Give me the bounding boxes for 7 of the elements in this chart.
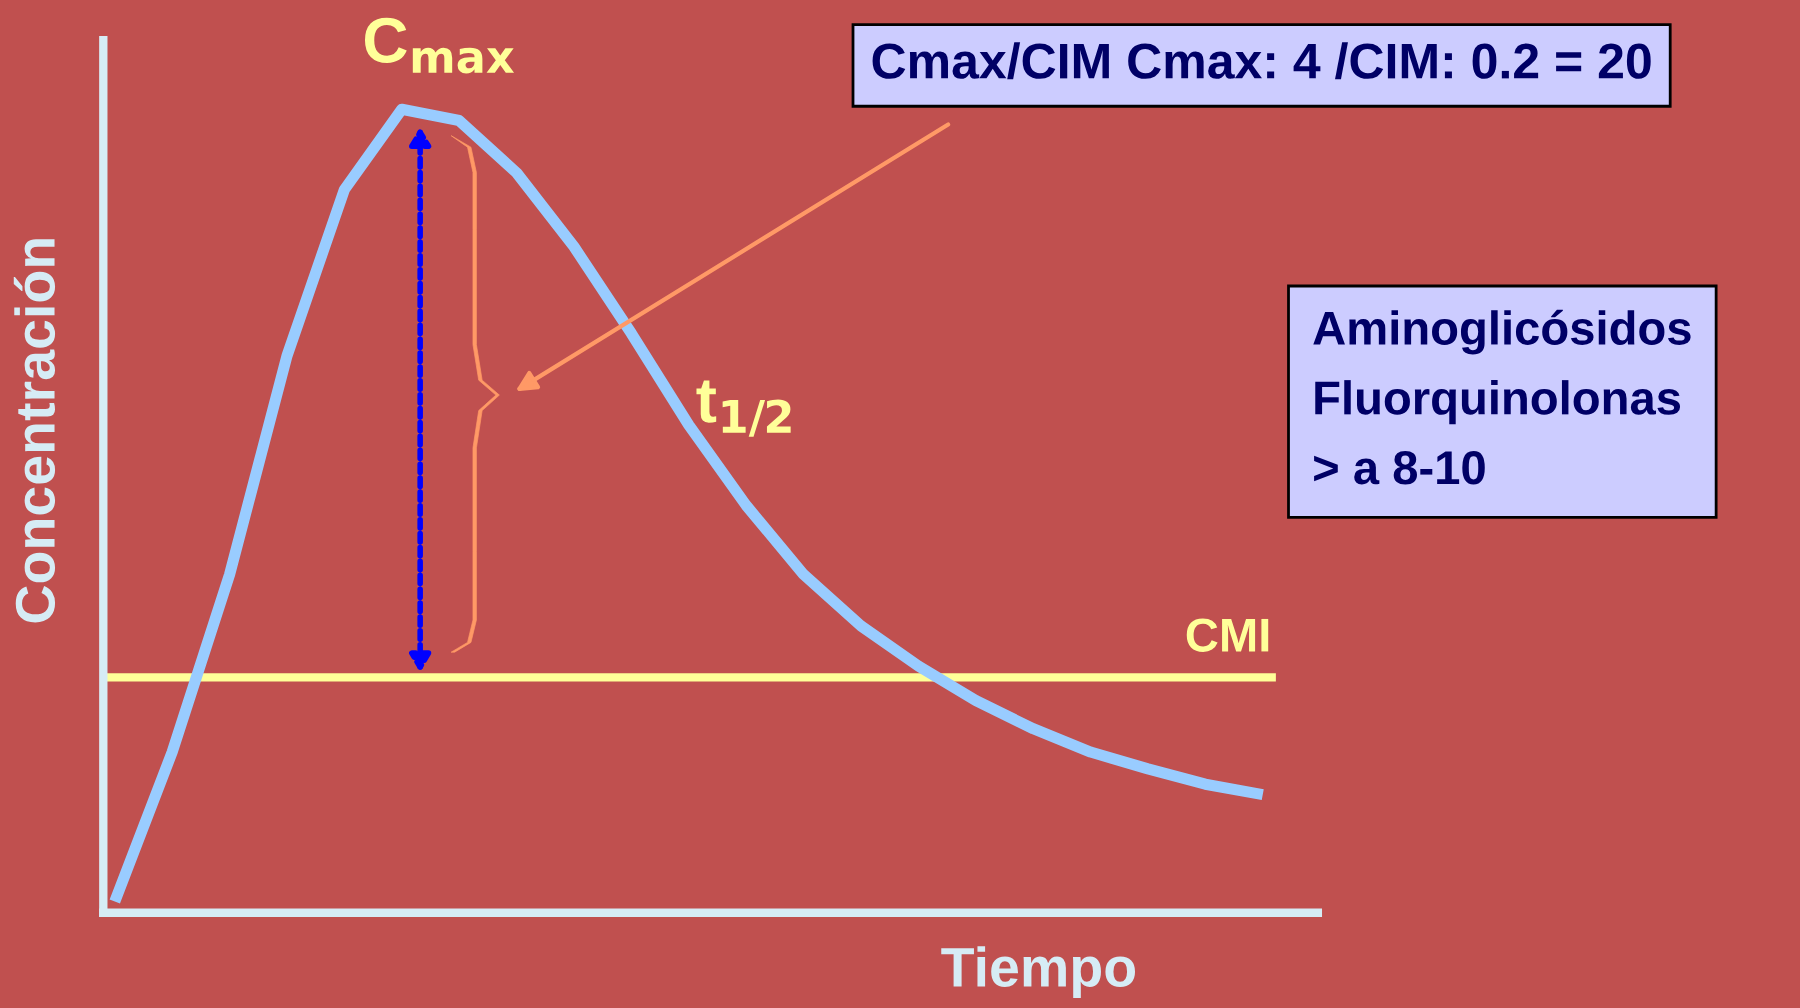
text: Aminoglicósidos Fluorquinolonas > a 8-10 [1313,309,1691,485]
ref-line-label: CMI [1186,618,1269,652]
text: C$_{max}$ [364,17,515,74]
text: Cmax/CIM Cmax: 4 /CIM: 0.2 = 20 [872,42,1651,80]
x-axis-title: Tiempo [941,946,1136,998]
annotation: t$_{1/2}$ [696,380,791,437]
y-axis-title: Concentración [13,239,56,623]
